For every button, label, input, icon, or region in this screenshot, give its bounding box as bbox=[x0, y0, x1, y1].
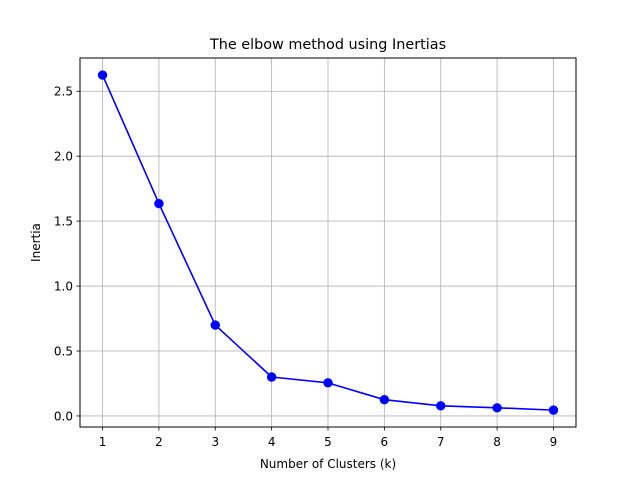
x-tick-label: 6 bbox=[381, 435, 389, 449]
data-point bbox=[210, 320, 220, 330]
x-tick-label: 7 bbox=[437, 435, 445, 449]
y-tick-label: 2.5 bbox=[54, 85, 73, 99]
data-point bbox=[323, 378, 333, 388]
x-tick-label: 1 bbox=[99, 435, 107, 449]
y-tick-label: 1.0 bbox=[54, 279, 73, 293]
y-axis-label: Inertia bbox=[29, 223, 43, 262]
y-tick-label: 1.5 bbox=[54, 214, 73, 228]
data-point bbox=[97, 70, 108, 80]
x-axis-label: Number of Clusters (k) bbox=[260, 457, 396, 471]
data-series bbox=[97, 70, 559, 415]
x-tick-label: 2 bbox=[155, 435, 163, 449]
y-tick-label: 0.5 bbox=[54, 344, 73, 358]
data-point bbox=[548, 405, 559, 415]
data-point bbox=[436, 401, 446, 411]
x-tick-label: 3 bbox=[211, 435, 219, 449]
y-tick-label: 0.0 bbox=[54, 409, 73, 423]
x-tick-label: 8 bbox=[493, 435, 501, 449]
data-point bbox=[266, 372, 277, 382]
y-tick-label: 2.0 bbox=[54, 149, 73, 163]
chart-title: The elbow method using Inertias bbox=[209, 37, 446, 53]
x-tick-label: 4 bbox=[268, 435, 276, 449]
data-point bbox=[492, 403, 502, 413]
data-point bbox=[154, 198, 164, 209]
x-tick-label: 9 bbox=[550, 435, 558, 449]
data-point bbox=[379, 395, 390, 405]
grid-lines bbox=[80, 58, 576, 427]
x-tick-label: 5 bbox=[324, 435, 332, 449]
axis-ticks: 1 2 3 4 5 6 7 8 9 0.0 0.5 1.0 1.5 2.0 2.5 bbox=[54, 85, 557, 449]
